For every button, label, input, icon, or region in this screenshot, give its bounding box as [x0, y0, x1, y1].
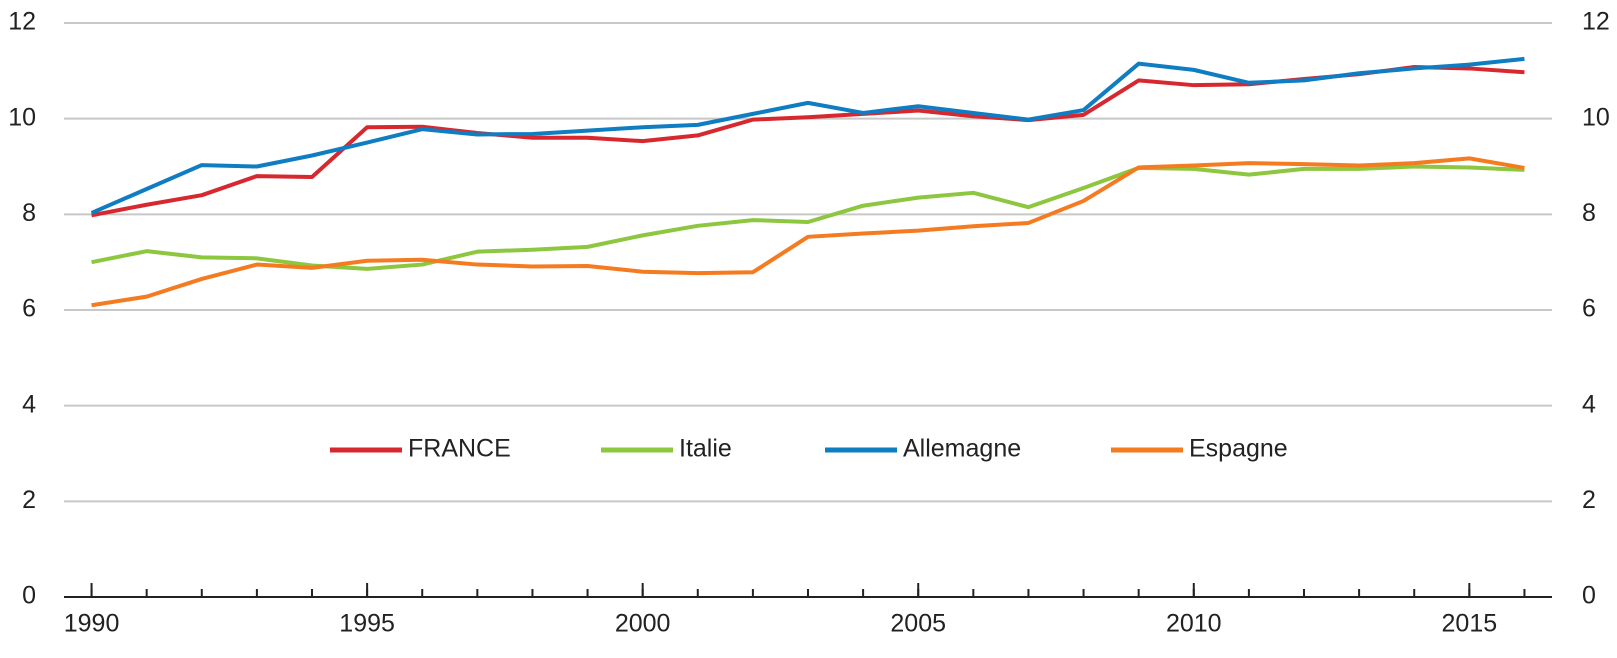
x-tick-label: 1995: [339, 610, 395, 638]
y-tick-label: 12: [8, 8, 36, 36]
y2-tick-label: 8: [1582, 199, 1596, 227]
x-tick-label: 1990: [64, 610, 120, 638]
y-tick-label: 0: [22, 582, 36, 610]
y-tick-label: 6: [22, 295, 36, 323]
line-series: [91, 164, 1525, 271]
y2-tick-label: 0: [1582, 582, 1596, 610]
x-tick-label: 2005: [890, 610, 946, 638]
line-series: [91, 156, 1525, 308]
x-tick-label: 2015: [1442, 610, 1498, 638]
y-tick-label: 8: [22, 199, 36, 227]
y-tick-label: 2: [22, 486, 36, 514]
y2-tick-label: 2: [1582, 486, 1596, 514]
y2-tick-label: 4: [1582, 390, 1596, 418]
legend-label: FRANCE: [408, 435, 511, 463]
y-tick-label: 10: [8, 103, 36, 131]
legend-label: Italie: [679, 435, 732, 463]
x-tick-label: 2010: [1166, 610, 1222, 638]
legend-label: Espagne: [1189, 435, 1288, 463]
y2-tick-label: 10: [1582, 103, 1610, 131]
line-series: [91, 65, 1525, 218]
y2-tick-label: 6: [1582, 295, 1596, 323]
line-series: [90, 56, 1525, 215]
y-tick-label: 4: [22, 390, 36, 418]
x-tick-label: 2000: [615, 610, 671, 638]
y2-tick-label: 12: [1582, 8, 1610, 36]
legend-label: Allemagne: [903, 435, 1021, 463]
